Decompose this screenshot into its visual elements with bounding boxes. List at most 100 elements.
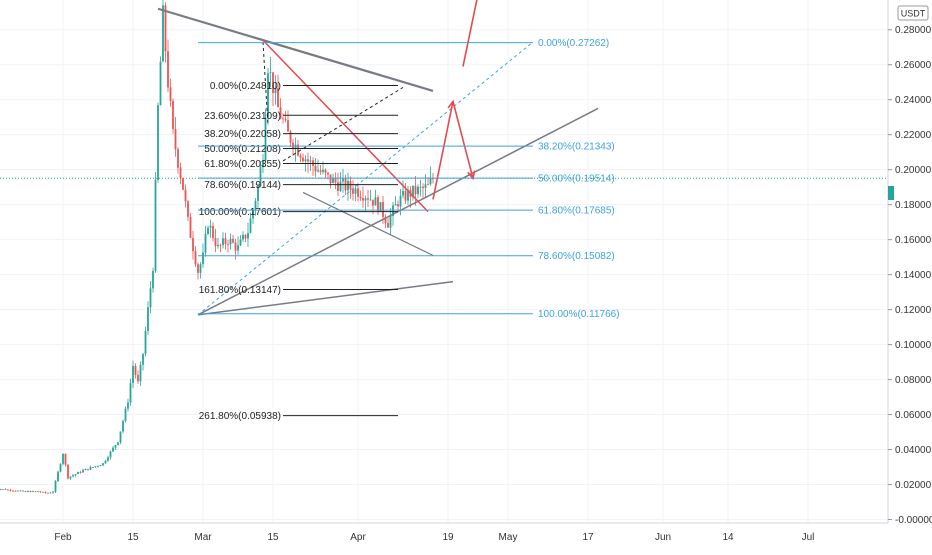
candle-body (172, 100, 174, 129)
candle (97, 465, 99, 468)
candle-body (137, 374, 139, 382)
price-tick-label: -0.00000 (895, 515, 932, 526)
candle (77, 471, 79, 475)
candle (59, 463, 62, 473)
candle-body (294, 144, 297, 150)
candle-body (194, 251, 197, 265)
candle-body (389, 216, 392, 228)
candle (17, 490, 19, 492)
currency-badge[interactable]: USDT (897, 5, 929, 21)
fib-right-label: 38.20%(0.21343) (538, 142, 615, 153)
price-tick-label: 0.24000 (895, 95, 932, 106)
time-tick-label: 19 (442, 532, 454, 543)
red-arrow-up-2 (462, 0, 478, 67)
candle-body (134, 365, 137, 375)
candle-body (317, 170, 319, 172)
fib-left-level: 100.00%(0.17601) (199, 207, 398, 218)
candle-body (259, 167, 262, 187)
time-tick-label: Jun (655, 532, 671, 543)
candle (109, 450, 112, 460)
time-tick-label: Jul (802, 532, 815, 543)
candle-body (232, 238, 234, 243)
candle (407, 185, 409, 206)
candle (2, 488, 4, 490)
price-axis[interactable]: -0.00000 0.02000 0.04000 0.06000 0.08000 0.10… (888, 25, 932, 526)
candle-body (112, 447, 114, 452)
candle-body (119, 431, 122, 443)
candle-body (367, 198, 369, 200)
candle-body (222, 238, 224, 246)
candle (204, 225, 207, 257)
candle (147, 301, 149, 335)
candle-body (249, 218, 252, 233)
candle-body (324, 169, 327, 173)
candle (282, 113, 284, 124)
last-price-marker (888, 186, 894, 200)
fib-left-level: 261.80%(0.05938) (199, 411, 398, 422)
candle-body (152, 270, 154, 289)
candle (384, 214, 387, 229)
candle (422, 183, 424, 198)
fib-left-level: 61.80%(0.20355) (204, 159, 398, 170)
candle-body (64, 453, 67, 465)
red-arrow-down (452, 101, 476, 181)
candle (132, 360, 134, 388)
candle (144, 326, 147, 357)
time-axis[interactable]: 18Feb15Mar15Apr19May17Jun14Jul (0, 532, 814, 543)
candle (47, 492, 49, 494)
candle (319, 165, 322, 175)
candle-body (202, 252, 204, 265)
candle (157, 102, 159, 183)
candle-body (12, 490, 14, 492)
candle (39, 490, 42, 493)
fib-right-label: 100.00%(0.11766) (538, 309, 620, 320)
candle (262, 153, 264, 174)
candle-body (144, 331, 147, 354)
candle-body (252, 209, 254, 219)
candle (404, 183, 407, 205)
candle-body (9, 489, 12, 491)
fib-right-level: 38.20%(0.21343) (198, 142, 615, 153)
candle (342, 168, 344, 193)
candle-body (314, 165, 317, 172)
fib-right-level: 78.60%(0.15082) (198, 251, 615, 262)
candle-body (34, 491, 37, 493)
candle-body (32, 491, 34, 492)
time-tick-label: 14 (722, 532, 734, 543)
candle-body (89, 467, 92, 470)
candle (302, 153, 304, 163)
candle-body (207, 227, 209, 235)
candle (274, 75, 277, 105)
price-tick-label: 0.18000 (895, 200, 932, 211)
candle-body (87, 468, 89, 470)
candle-body (97, 465, 99, 467)
candle (419, 180, 422, 197)
candle (227, 239, 229, 253)
candle-body (277, 88, 279, 108)
candle (169, 78, 172, 107)
candle-body (199, 264, 202, 273)
candle-body (184, 189, 187, 202)
candle-body (257, 186, 259, 201)
price-tick-label: 0.20000 (895, 165, 932, 176)
candle-body (167, 51, 169, 88)
fib-left-level: 161.80%(0.13147) (199, 285, 398, 296)
candle-body (217, 244, 219, 247)
axes: -0.00000 0.02000 0.04000 0.06000 0.08000 0.10… (0, 0, 932, 543)
candle (177, 147, 179, 174)
candle (232, 234, 234, 244)
price-tick-label: 0.04000 (895, 445, 932, 456)
candle-body (39, 491, 42, 493)
candle-body (22, 490, 24, 492)
candle (149, 280, 152, 314)
candle (79, 470, 82, 474)
candle-body (342, 178, 344, 182)
candle (7, 489, 9, 491)
candle-body (114, 445, 117, 448)
candle-body (399, 195, 402, 207)
candle-body (354, 188, 357, 194)
candle-body (99, 465, 102, 467)
candle-body (154, 179, 157, 271)
